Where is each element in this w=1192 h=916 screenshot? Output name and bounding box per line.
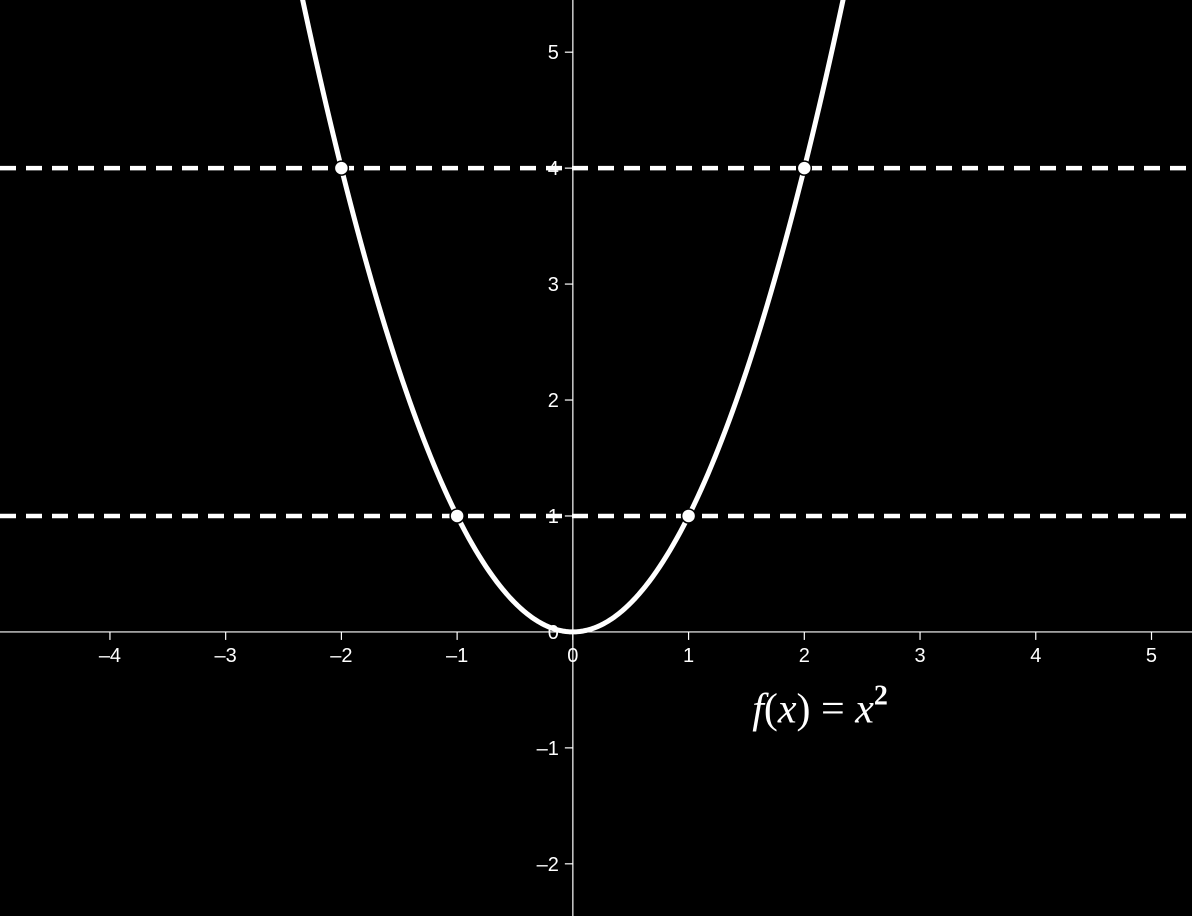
x-tick-label: 5: [1146, 645, 1157, 667]
chart-background: [0, 0, 1192, 916]
y-tick-label: 1: [548, 506, 559, 528]
y-tick-label: 3: [548, 274, 559, 296]
x-tick-label: 0: [567, 645, 578, 667]
x-tick-label: –1: [446, 645, 468, 667]
x-tick-label: –3: [215, 645, 237, 667]
y-tick-label: –2: [537, 854, 559, 876]
x-tick-label: 2: [799, 645, 810, 667]
x-tick-label: 3: [914, 645, 925, 667]
x-tick-label: –4: [99, 645, 121, 667]
intersection-point: [682, 509, 696, 523]
x-tick-label: 4: [1030, 645, 1041, 667]
x-tick-label: 1: [683, 645, 694, 667]
y-tick-label: –1: [537, 738, 559, 760]
y-tick-label: 2: [548, 390, 559, 412]
intersection-point: [334, 161, 348, 175]
x-tick-label: –2: [330, 645, 352, 667]
intersection-point: [450, 509, 464, 523]
function-label: f(x) = x2: [752, 680, 888, 732]
y-tick-label: 5: [548, 42, 559, 64]
intersection-point: [797, 161, 811, 175]
y-tick-label: 4: [548, 158, 559, 180]
parabola-chart: –4–3–2–1012345–2–1012345f(x) = x2: [0, 0, 1192, 916]
